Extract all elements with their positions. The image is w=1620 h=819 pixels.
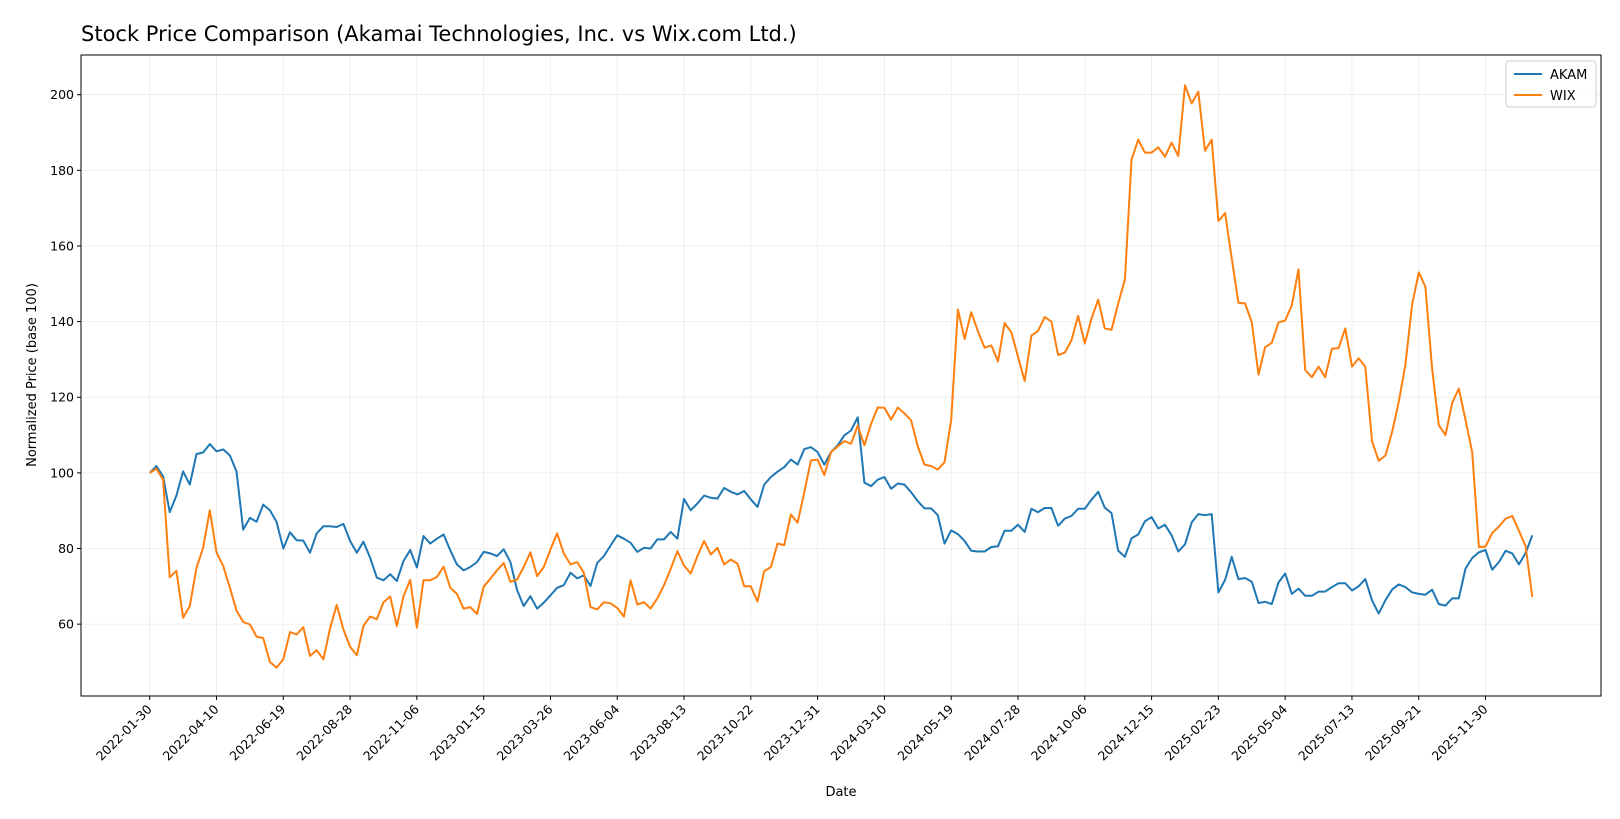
x-tick-label: 2023-03-26 (494, 701, 556, 763)
x-axis-label: Date (825, 785, 856, 800)
plot-frame (80, 54, 1602, 697)
y-tick-label: 120 (50, 390, 74, 405)
legend-label-akam: AKAM (1550, 68, 1587, 83)
x-tick-label: 2023-06-04 (560, 701, 622, 763)
x-tick-label: 2023-08-13 (627, 702, 689, 764)
legend-label-wix: WIX (1550, 89, 1576, 104)
series-line-akam (148, 416, 1534, 615)
chart-title: Stock Price Comparison (Akamai Technolog… (81, 22, 797, 46)
x-tick-label: 2025-09-21 (1362, 702, 1424, 764)
x-tick-label: 2022-11-06 (360, 701, 422, 763)
series-line-wix (149, 84, 1534, 669)
y-axis-label: Normalized Price (base 100) (25, 283, 40, 467)
x-tick-label: 2022-06-19 (226, 701, 288, 763)
y-tick-label: 180 (50, 163, 74, 178)
x-axis-ticks: 2022-01-30 2022-04-10 2022-06-19 2022-08-28… (93, 696, 1491, 763)
x-tick-label: 2024-03-10 (828, 701, 890, 763)
y-tick-label: 60 (58, 617, 74, 632)
x-tick-label: 2022-01-30 (93, 701, 155, 763)
x-tick-label: 2025-05-04 (1228, 701, 1290, 763)
y-tick-label: 140 (50, 314, 74, 329)
legend: AKAM WIX (1505, 60, 1597, 108)
x-tick-label: 2024-10-06 (1028, 701, 1090, 763)
x-tick-label: 2024-07-28 (961, 701, 1023, 763)
y-tick-label: 200 (50, 87, 74, 102)
y-axis-ticks: 60 80 100 120 140 160 180 200 (50, 87, 81, 632)
x-tick-label: 2025-07-13 (1295, 702, 1357, 764)
x-tick-label: 2023-10-22 (694, 702, 756, 764)
y-tick-label: 80 (58, 541, 74, 556)
y-tick-label: 100 (50, 465, 74, 480)
x-tick-label: 2024-05-19 (894, 701, 956, 763)
x-tick-label: 2023-12-31 (761, 702, 823, 764)
x-tick-label: 2023-01-15 (427, 702, 489, 764)
x-tick-label: 2022-04-10 (160, 701, 222, 763)
x-tick-label: 2025-11-30 (1429, 701, 1491, 763)
grid (81, 55, 1601, 696)
x-tick-label: 2024-12-15 (1095, 702, 1157, 764)
x-tick-label: 2022-08-28 (293, 701, 355, 763)
y-tick-label: 160 (50, 238, 74, 253)
x-tick-label: 2025-02-23 (1162, 702, 1224, 764)
series-lines (148, 84, 1534, 669)
